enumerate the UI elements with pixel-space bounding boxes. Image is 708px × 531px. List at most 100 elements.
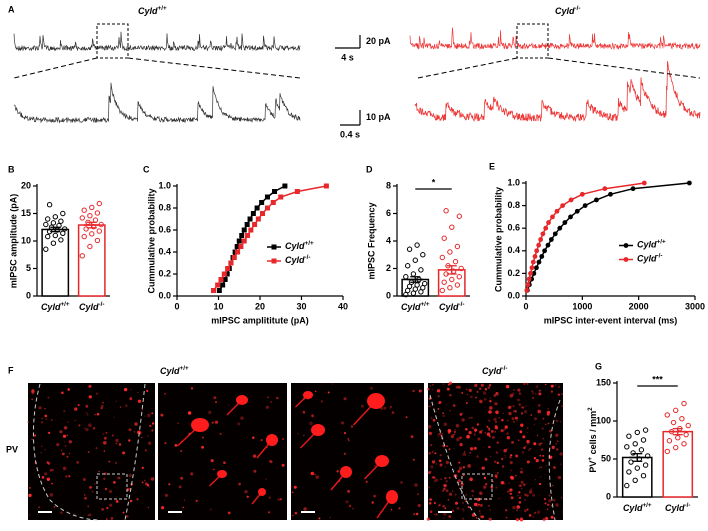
- cell-dot: [500, 449, 502, 451]
- cell-dot: [534, 417, 537, 421]
- cell-dot: [436, 463, 438, 465]
- cell-dot: [442, 414, 445, 418]
- cell-dot: [41, 421, 44, 424]
- data-point: [624, 444, 630, 450]
- cell-dot: [417, 503, 421, 508]
- cell-dot: [533, 423, 535, 425]
- data-point: [215, 282, 221, 288]
- cell-dot: [246, 495, 249, 498]
- cell-dot: [238, 482, 241, 486]
- data-point: [323, 183, 329, 189]
- cell-dot: [365, 480, 368, 483]
- cell-dot: [373, 464, 376, 467]
- trace: [13, 31, 301, 52]
- zoom-box: [96, 23, 129, 59]
- data-point: [582, 203, 588, 209]
- cell-dot: [40, 452, 42, 454]
- x-axis-label: mIPSC amplititute (pA): [211, 315, 309, 325]
- cell-dot: [495, 392, 498, 395]
- cell-dot: [518, 403, 521, 406]
- cell-dot: [547, 408, 549, 410]
- data-point: [454, 243, 461, 250]
- cell-dot: [474, 383, 478, 387]
- cell-dot: [517, 388, 521, 392]
- data-point: [264, 205, 270, 211]
- cell-dot: [488, 384, 492, 387]
- cell-dot: [94, 413, 96, 416]
- y-axis-label: mIPSC Frequency: [366, 202, 376, 279]
- stain-label: PV: [6, 444, 18, 454]
- cell-dot: [507, 419, 509, 422]
- data-point: [679, 416, 685, 422]
- cell-dot: [509, 461, 513, 465]
- data-point: [228, 260, 234, 266]
- cell-dot: [543, 498, 547, 501]
- cell-dot: [530, 414, 533, 416]
- cell-dot: [468, 431, 472, 435]
- data-point: [81, 207, 87, 213]
- cell-dot: [486, 425, 489, 428]
- data-point: [259, 211, 265, 216]
- cell-dot: [489, 400, 492, 403]
- data-point: [245, 233, 251, 238]
- cell-dot: [504, 454, 506, 456]
- cell-dot: [515, 454, 519, 458]
- cell-dot: [106, 506, 109, 510]
- cell-dot: [76, 461, 80, 464]
- genotype-title-part: +/+: [180, 365, 189, 372]
- cell-dot: [524, 493, 527, 496]
- cell-dot: [518, 496, 522, 500]
- cell-dot: [535, 459, 539, 463]
- cell-dot: [87, 505, 90, 508]
- data-point: [94, 237, 101, 244]
- cell-dot: [504, 456, 506, 458]
- cell-dot: [523, 446, 526, 450]
- legend-marker: [623, 257, 629, 262]
- legend-marker: [271, 244, 277, 250]
- y-axis-label: mIPSC amplitude (pA): [8, 194, 18, 289]
- cell-dot: [430, 465, 434, 469]
- cell-dot: [161, 506, 165, 510]
- cell-dot: [476, 390, 479, 393]
- cell-dot: [95, 447, 98, 450]
- cell-dot: [213, 468, 215, 471]
- cell-dot: [446, 445, 449, 448]
- cell-dot: [463, 510, 465, 512]
- genotype-title-part: -/-: [502, 365, 508, 372]
- cell-dot: [490, 430, 494, 433]
- cell-dot: [38, 506, 41, 509]
- legend-label: Cyld-/-: [637, 253, 662, 264]
- cell-dot: [442, 487, 446, 491]
- scale-label: 4 s: [341, 52, 354, 62]
- cell-dot: [126, 515, 129, 518]
- cell-dot: [461, 418, 465, 422]
- cell-dot: [538, 392, 542, 396]
- cell-dot: [489, 509, 491, 511]
- cell-dot: [336, 470, 339, 473]
- cell-dot: [400, 481, 403, 484]
- cell-dot: [552, 484, 554, 487]
- cell-dot: [115, 400, 117, 402]
- cell-dot: [540, 448, 544, 451]
- y-tick-label: 20: [21, 180, 31, 190]
- cell-dot: [520, 480, 524, 484]
- cell-dot: [502, 465, 504, 466]
- cell-dot: [531, 390, 534, 393]
- data-point: [239, 233, 245, 238]
- cell-body: [367, 393, 385, 409]
- cell-dot: [136, 498, 139, 501]
- cell-dot: [532, 516, 535, 518]
- cell-dot: [438, 432, 441, 435]
- cell-dot: [174, 444, 178, 447]
- cell-dot: [144, 482, 148, 486]
- cell-dot: [44, 408, 46, 410]
- cell-dot: [74, 419, 76, 421]
- data-point: [225, 266, 231, 271]
- y-tick-label: 15: [21, 208, 31, 218]
- cell-dot: [449, 476, 451, 479]
- data-point: [536, 259, 542, 265]
- genotype-title-part: Cyld: [138, 6, 158, 16]
- cell-dot: [390, 508, 393, 511]
- cell-dot: [412, 458, 415, 461]
- cell-body: [340, 466, 352, 478]
